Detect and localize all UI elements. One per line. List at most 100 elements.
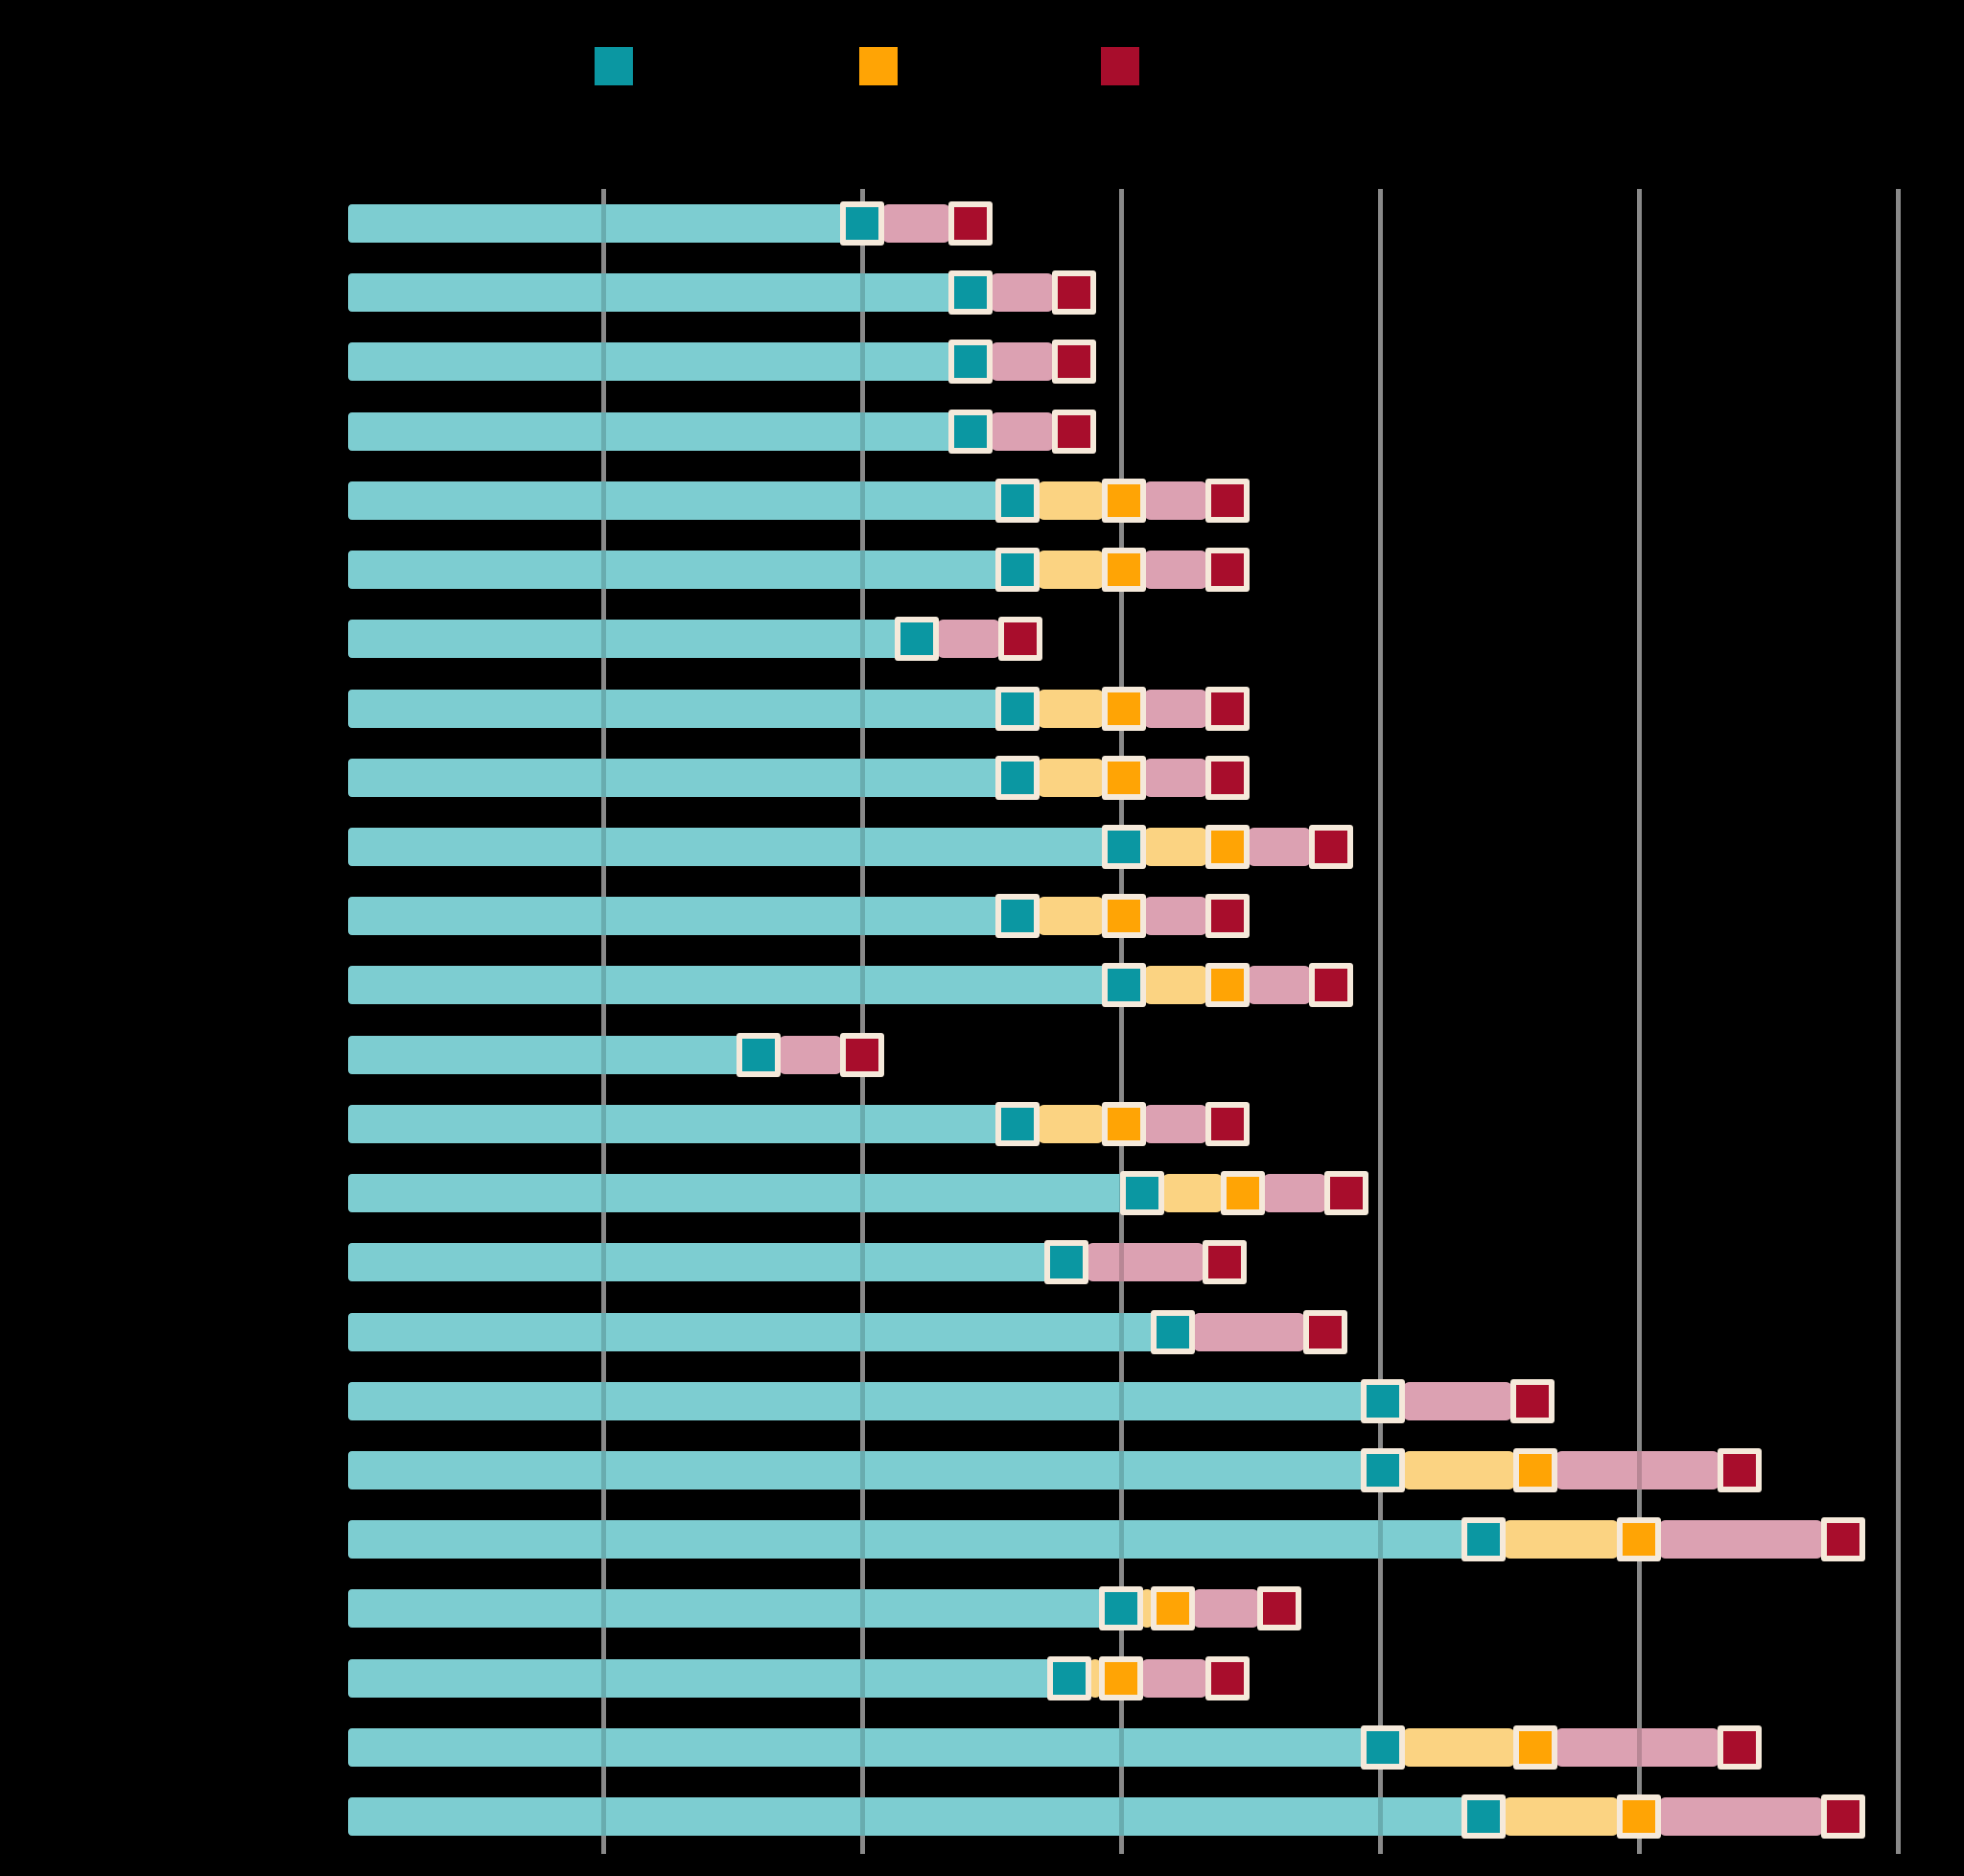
marker-orange [1617, 1794, 1661, 1840]
legend-red-square-swatch [1101, 47, 1139, 85]
marker-red-fill [1827, 1523, 1860, 1557]
bar-track [348, 411, 987, 451]
marker-teal [948, 409, 994, 454]
bar-track [348, 1312, 1188, 1351]
marker-teal [995, 1101, 1040, 1146]
bar-track [348, 204, 877, 243]
marker-teal [1360, 1447, 1405, 1492]
legend [0, 0, 1964, 134]
marker-red-fill [1210, 900, 1244, 933]
marker-orange [1204, 963, 1250, 1008]
marker-red [1303, 1309, 1348, 1354]
band-pink [1192, 1589, 1260, 1629]
marker-orange [1101, 478, 1146, 523]
marker-teal-fill [1467, 1523, 1500, 1557]
marker-teal-fill [1125, 1177, 1158, 1210]
band-pink [1192, 1312, 1307, 1351]
marker-red-fill [1210, 761, 1244, 794]
marker-teal [995, 686, 1040, 731]
marker-teal-fill [954, 414, 988, 448]
marker-teal-fill [1467, 1800, 1500, 1834]
band-yellow [1142, 966, 1208, 1005]
bar-track [348, 1727, 1398, 1767]
marker-red-fill [1827, 1800, 1860, 1834]
grid-line-shade [1895, 189, 1901, 1854]
bar-track [348, 1797, 1499, 1837]
marker-teal-fill [1001, 900, 1034, 933]
band-pink [1246, 827, 1312, 866]
marker-red-fill [1262, 1592, 1296, 1626]
band-pink [1261, 1174, 1327, 1213]
band-pink [1555, 1727, 1721, 1767]
marker-teal [1099, 1586, 1143, 1631]
marker-teal [1044, 1240, 1089, 1285]
band-yellow [1503, 1797, 1620, 1837]
marker-orange [1101, 755, 1146, 800]
marker-orange [1617, 1517, 1661, 1562]
marker-teal-fill [1157, 1315, 1189, 1348]
band-pink [1142, 1104, 1208, 1143]
marker-teal [948, 270, 994, 316]
marker-teal [1101, 963, 1146, 1008]
marker-teal-fill [742, 1038, 775, 1071]
marker-orange [1513, 1447, 1557, 1492]
band-yellow [1503, 1520, 1620, 1559]
marker-red-fill [1516, 1384, 1550, 1418]
marker-teal [1461, 1794, 1506, 1840]
marker-orange [1101, 686, 1146, 731]
marker-orange [1099, 1655, 1143, 1700]
marker-red-fill [1723, 1730, 1757, 1764]
marker-orange [1513, 1724, 1557, 1770]
band-yellow [1037, 689, 1105, 728]
bar-track [348, 689, 1033, 728]
marker-teal-fill [1001, 692, 1034, 725]
band-yellow [1037, 897, 1105, 936]
bar-track [348, 1450, 1398, 1489]
marker-red [1204, 1655, 1250, 1700]
band-pink [1140, 1658, 1208, 1698]
bar-track [348, 827, 1139, 866]
marker-red-fill [1210, 483, 1244, 517]
band-pink [1142, 481, 1208, 520]
marker-orange-fill [1107, 1107, 1140, 1140]
marker-teal [1047, 1655, 1091, 1700]
band-pink [1142, 897, 1208, 936]
band-yellow [1088, 1658, 1102, 1698]
grid-line [1636, 189, 1642, 1854]
marker-teal [948, 340, 994, 385]
marker-red [1204, 1101, 1250, 1146]
marker-orange-fill [1519, 1453, 1552, 1487]
marker-red-fill [1208, 1246, 1241, 1279]
marker-red [1052, 409, 1097, 454]
marker-red [1821, 1517, 1866, 1562]
band-yellow [1037, 758, 1105, 797]
bar-track [348, 481, 1033, 520]
marker-red [1308, 963, 1353, 1008]
marker-orange [1101, 548, 1146, 593]
marker-red [1308, 824, 1353, 869]
marker-teal [840, 201, 884, 246]
grid-line [1118, 189, 1124, 1854]
marker-red [948, 201, 994, 246]
marker-teal-fill [1001, 1107, 1034, 1140]
marker-teal-fill [1105, 1592, 1137, 1626]
band-pink [990, 342, 1056, 382]
marker-red-fill [1723, 1453, 1757, 1487]
band-yellow [1160, 1174, 1224, 1213]
marker-orange [1220, 1171, 1265, 1216]
marker-red [1203, 1240, 1247, 1285]
grid-line [859, 189, 865, 1854]
marker-red [1052, 340, 1097, 385]
bar-track [348, 897, 1033, 936]
marker-red-fill [1058, 276, 1091, 310]
grid-line [1377, 189, 1383, 1854]
marker-red [1204, 548, 1250, 593]
marker-orange [1204, 824, 1250, 869]
bar-track [348, 1174, 1157, 1213]
band-yellow [1140, 1589, 1154, 1629]
marker-red [1204, 478, 1250, 523]
marker-red [997, 617, 1042, 662]
marker-red [1718, 1724, 1763, 1770]
marker-teal-fill [846, 207, 878, 240]
